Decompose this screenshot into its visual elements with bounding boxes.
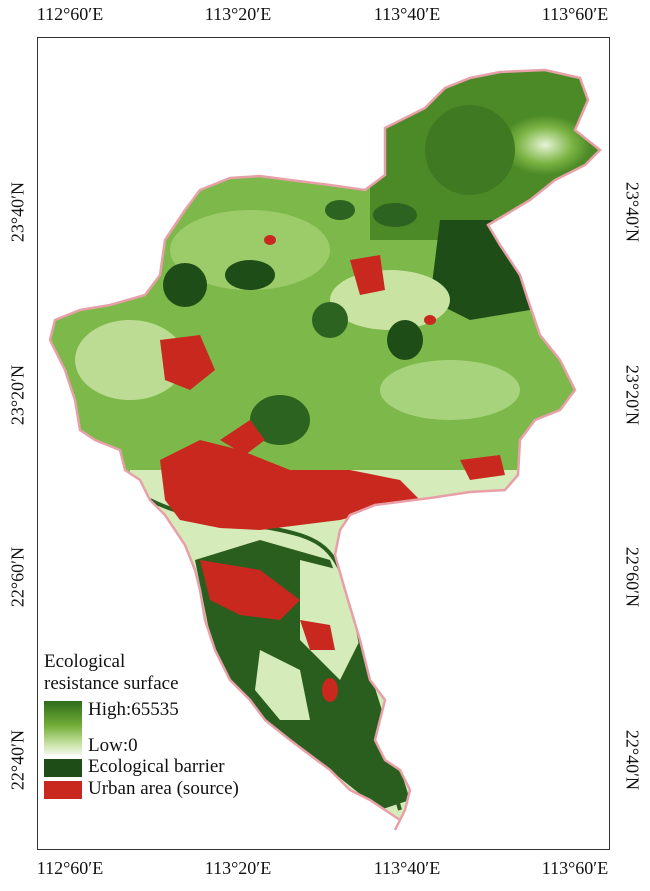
lat-tick-right: 23°20′N <box>622 364 643 426</box>
lat-tick-right: 22°60′N <box>622 546 643 608</box>
lon-tick-bottom: 113°40′E <box>373 858 441 878</box>
region-boundary <box>48 68 602 831</box>
lat-tick-right: 23°40′N <box>622 181 643 243</box>
legend: Ecological resistance surface High:65535… <box>44 651 324 801</box>
lon-tick-top: 113°20′E <box>204 4 272 24</box>
map-canvas <box>48 68 602 831</box>
urban-swatch <box>44 781 82 799</box>
lon-tick-top: 113°40′E <box>373 4 441 24</box>
lat-tick-left: 22°60′N <box>7 546 28 608</box>
legend-title-line1: Ecological <box>44 651 126 672</box>
map-frame <box>37 37 610 850</box>
legend-urban-item: Urban area (source) <box>44 778 324 801</box>
resistance-ramp: High:65535 Low:0 <box>44 699 324 757</box>
lon-tick-top: 112°60′E <box>36 4 104 24</box>
resistance-color-ramp <box>44 701 82 755</box>
legend-barrier-label: Ecological barrier <box>88 756 225 777</box>
lat-tick-left: 22°40′N <box>7 729 28 791</box>
lat-tick-left: 23°20′N <box>7 364 28 426</box>
barrier-swatch <box>44 759 82 777</box>
lon-tick-bottom: 113°60′E <box>541 858 609 878</box>
legend-urban-label: Urban area (source) <box>88 778 239 799</box>
lat-tick-left: 23°40′N <box>7 181 28 243</box>
lon-tick-top: 113°60′E <box>541 4 609 24</box>
legend-title-line2: resistance surface <box>44 673 179 694</box>
legend-high-label: High:65535 <box>88 699 179 720</box>
lat-tick-right: 22°40′N <box>622 729 643 791</box>
legend-low-label: Low:0 <box>88 735 138 756</box>
legend-barrier-item: Ecological barrier <box>44 756 324 779</box>
lon-tick-bottom: 112°60′E <box>36 858 104 878</box>
lon-tick-bottom: 113°20′E <box>204 858 272 878</box>
